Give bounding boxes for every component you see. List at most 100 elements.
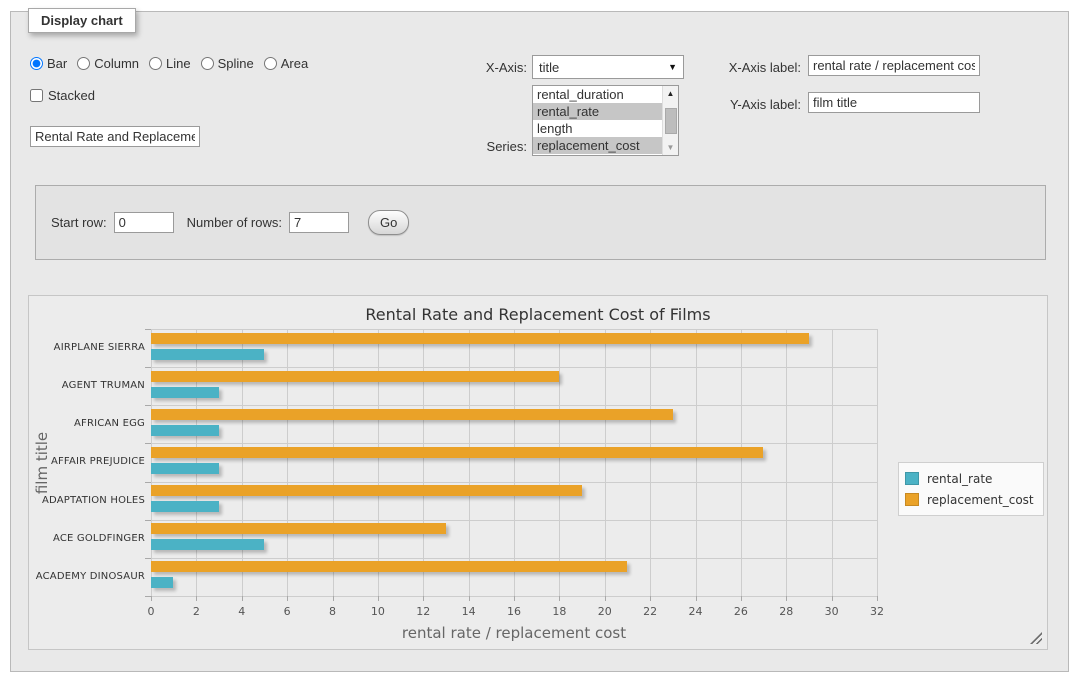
x-tick-label: 4 [225,605,259,618]
x-axis-tick [559,596,560,601]
stacked-label: Stacked [48,88,95,103]
x-axis-title: rental rate / replacement cost [151,624,877,642]
series-option-replacement_cost[interactable]: replacement_cost [533,137,662,154]
gridline-vertical [786,329,787,596]
x-tick-label: 32 [860,605,894,618]
series-option-length[interactable]: length [533,120,662,137]
x-axis-tick [514,596,515,601]
panel-tab-display-chart: Display chart [28,8,136,33]
gridline-vertical [378,329,379,596]
series-option-rental_rate[interactable]: rental_rate [533,103,662,120]
chart-type-options: Bar Column Line Spline Area [30,56,318,71]
legend-swatch [905,472,919,485]
y-category-label: AGENT TRUMAN [33,367,145,405]
scroll-up-icon[interactable]: ▲ [663,86,679,101]
series-scrollbar[interactable]: ▲ ▼ [662,86,678,155]
chart-container: Rental Rate and Replacement Cost of Film… [28,295,1048,650]
x-tick-label: 14 [452,605,486,618]
gridline-horizontal [151,367,877,368]
x-tick-label: 0 [134,605,168,618]
scrollbar-thumb[interactable] [665,108,677,134]
chart-type-radio-column[interactable]: Column [77,56,139,71]
y-axis-tick [145,482,151,483]
page: Display chart Bar Column Line Spline Area St… [0,0,1081,681]
bar-replacement_cost [151,333,809,344]
gridline-vertical [559,329,560,596]
gridline-vertical [514,329,515,596]
gridline-vertical [650,329,651,596]
x-tick-label: 20 [588,605,622,618]
bar-rental_rate [151,425,219,436]
x-axis-select[interactable]: title ▼ [532,55,684,79]
gridline-vertical [832,329,833,596]
x-tick-label: 22 [633,605,667,618]
chart-type-label: Bar [47,56,67,71]
x-axis-tick [469,596,470,601]
gridline-vertical [333,329,334,596]
x-axis-tick [423,596,424,601]
bar-rental_rate [151,501,219,512]
gridline-horizontal [151,329,877,330]
legend-swatch [905,493,919,506]
y-axis-tick [145,405,151,406]
bar-rental_rate [151,387,219,398]
x-axis-tick [378,596,379,601]
bar-rental_rate [151,463,219,474]
gridline-vertical [287,329,288,596]
x-axis-tick [832,596,833,601]
chart-type-radio-bar[interactable]: Bar [30,56,67,71]
bar-replacement_cost [151,523,446,534]
gridline-horizontal [151,443,877,444]
y-axis-label-input[interactable] [808,92,980,113]
chart-type-label: Line [166,56,191,71]
gridline-vertical [696,329,697,596]
gridline-horizontal [151,558,877,559]
resize-grip-icon[interactable] [1030,632,1042,644]
y-category-label: AIRPLANE SIERRA [33,329,145,367]
bar-replacement_cost [151,447,763,458]
y-category-label: ACADEMY DINOSAUR [33,558,145,596]
x-axis-label-label: X-Axis label: [711,60,801,75]
chart-title-input[interactable] [30,126,200,147]
x-tick-label: 18 [542,605,576,618]
x-axis-label-input[interactable] [808,55,980,76]
radio-line[interactable] [149,57,162,70]
bar-replacement_cost [151,371,559,382]
radio-bar[interactable] [30,57,43,70]
y-axis-tick [145,367,151,368]
gridline-horizontal [151,520,877,521]
x-axis-tick [333,596,334,601]
x-axis-tick [605,596,606,601]
series-select-label: Series: [452,139,527,154]
gridline-vertical [242,329,243,596]
radio-column[interactable] [77,57,90,70]
scroll-down-icon[interactable]: ▼ [663,140,679,155]
y-axis-tick [145,329,151,330]
x-tick-label: 8 [316,605,350,618]
radio-spline[interactable] [201,57,214,70]
legend-label: replacement_cost [927,493,1034,507]
x-axis-tick [696,596,697,601]
x-axis-tick [196,596,197,601]
chart-type-radio-line[interactable]: Line [149,56,191,71]
x-axis-select-label: X-Axis: [452,60,527,75]
bar-rental_rate [151,539,264,550]
chart-type-label: Spline [218,56,254,71]
x-axis-tick [242,596,243,601]
chart-type-radio-spline[interactable]: Spline [201,56,254,71]
x-tick-label: 30 [815,605,849,618]
num-rows-input[interactable] [289,212,349,233]
x-axis-tick [151,596,152,601]
stacked-checkbox[interactable] [30,89,43,102]
chart-type-radio-area[interactable]: Area [264,56,308,71]
x-tick-label: 2 [179,605,213,618]
x-tick-label: 10 [361,605,395,618]
series-multiselect[interactable]: rental_durationrental_ratelengthreplacem… [532,85,679,156]
series-option-rental_duration[interactable]: rental_duration [533,86,662,103]
start-row-input[interactable] [114,212,174,233]
gridline-vertical [877,329,878,596]
radio-area[interactable] [264,57,277,70]
chart-legend: rental_ratereplacement_cost [898,462,1044,516]
go-button[interactable]: Go [368,210,409,235]
x-tick-label: 6 [270,605,304,618]
